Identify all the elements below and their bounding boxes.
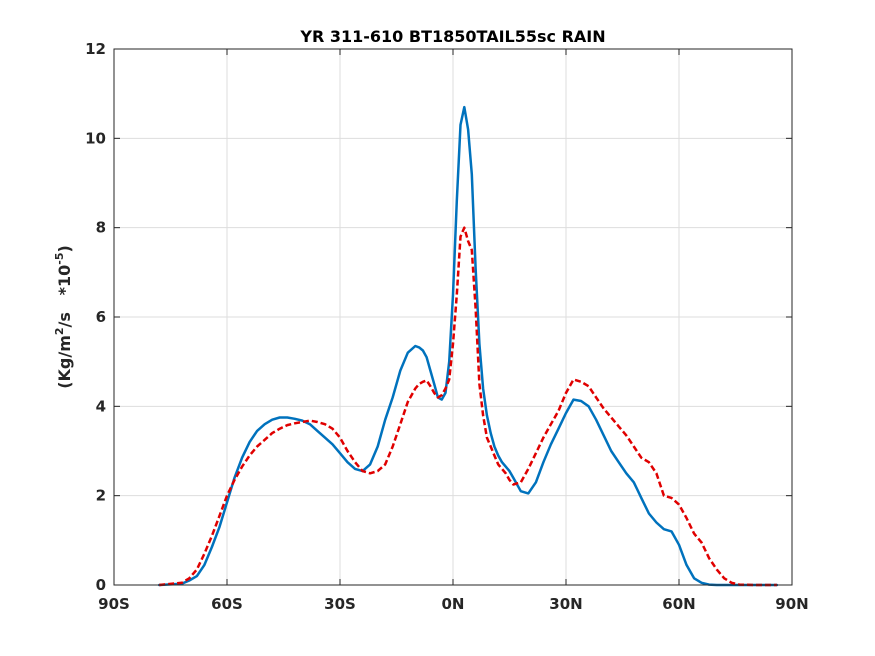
x-tick-label: 30N — [549, 595, 582, 613]
chart-title: YR 311-610 BT1850TAIL55sc RAIN — [299, 27, 605, 46]
series-line-1 — [157, 105, 779, 587]
x-tick-label: 0N — [442, 595, 465, 613]
y-tick-label: 6 — [96, 308, 106, 326]
series-line-2 — [159, 226, 777, 587]
y-tick-label: 0 — [96, 576, 106, 594]
y-axis-label: (Kg/m2/s *10-5) — [53, 245, 74, 389]
y-tick-label: 8 — [96, 219, 106, 237]
axis-ticks: 90S 60S 30S 0N 30N 60N 90N 0 2 4 6 8 10 12 — [85, 40, 809, 613]
x-tick-label: 90S — [98, 595, 130, 613]
y-tick-label: 12 — [85, 40, 106, 58]
x-tick-label: 60N — [662, 595, 695, 613]
series-layer — [157, 105, 779, 587]
y-tick-label: 2 — [96, 487, 106, 505]
x-tick-label: 60S — [211, 595, 243, 613]
y-tick-label: 4 — [96, 397, 106, 415]
x-tick-label: 90N — [775, 595, 808, 613]
y-tick-label: 10 — [85, 129, 106, 147]
x-tick-label: 30S — [324, 595, 356, 613]
